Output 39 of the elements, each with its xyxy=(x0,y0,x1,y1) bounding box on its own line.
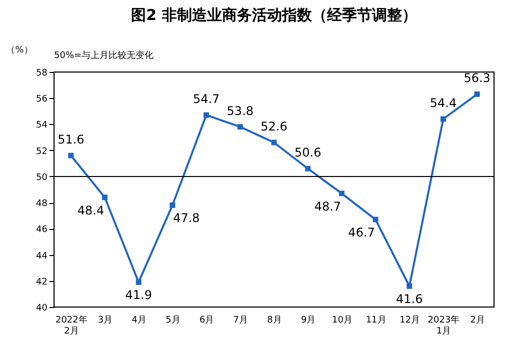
y-tick-label: 46 xyxy=(36,225,48,236)
y-tick-label: 52 xyxy=(36,146,48,157)
text: 50%=与上月比较无变化 xyxy=(54,50,154,61)
data-label: 48.4 xyxy=(77,203,104,218)
data-label: 52.6 xyxy=(260,120,288,134)
y-tick-label: 56 xyxy=(36,94,48,105)
chart-title: 图2 非制造业商务活动指数（经季节调整） xyxy=(131,6,417,24)
x-tick-label: 8月 xyxy=(267,316,282,326)
y-tick-label: 58 xyxy=(36,68,48,78)
x-tick-label: 9月 xyxy=(300,316,316,326)
data-label: 56.3 xyxy=(464,71,490,86)
x-tick-label: 6月 xyxy=(199,316,214,326)
y-tick-label: 42 xyxy=(36,277,48,288)
data-label: 54.4 xyxy=(430,96,457,110)
x-tick-label: 3月 xyxy=(98,316,113,326)
x-tick-label: 5月 xyxy=(166,316,180,326)
data-label: 50.6 xyxy=(294,146,322,160)
data-label: 47.8 xyxy=(173,211,200,226)
data-label: 41.9 xyxy=(125,288,152,302)
x-tick-label: 4月 xyxy=(132,316,146,326)
y-tick-label: 50 xyxy=(36,172,48,183)
x-tick-label: 11月 xyxy=(366,316,386,326)
y-axis-title: （%） xyxy=(6,46,33,56)
data-label: 48.7 xyxy=(314,199,342,214)
data-label: 46.7 xyxy=(348,226,375,240)
data-label: 53.8 xyxy=(226,104,254,118)
x-tick-label: 2月 xyxy=(470,316,485,326)
x-tick-label: 2023年 1月 xyxy=(428,314,460,336)
data-label: 41.6 xyxy=(396,292,423,306)
y-tick-label: 44 xyxy=(36,251,48,262)
data-label: 51.6 xyxy=(58,132,84,147)
data-label: 54.7 xyxy=(192,92,220,106)
x-tick-label: 12月 xyxy=(400,316,420,326)
y-tick-label: 48 xyxy=(36,199,48,210)
x-tick-label: 2022年 2月 xyxy=(55,314,88,336)
y-tick-label: 40 xyxy=(36,304,48,314)
y-tick-label: 54 xyxy=(36,120,48,131)
x-tick-label: 7月 xyxy=(233,316,248,326)
x-tick-label: 10月 xyxy=(332,316,352,326)
